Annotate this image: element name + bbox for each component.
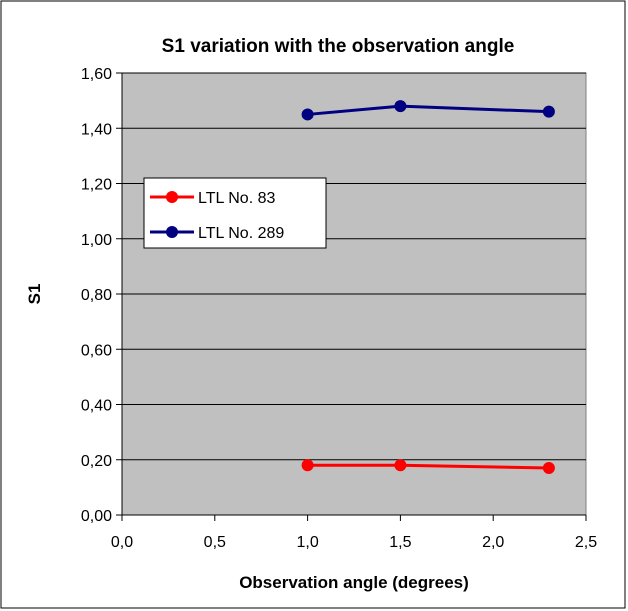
x-tick-label: 1,0 — [296, 534, 318, 551]
y-tick-label: 1,60 — [81, 66, 112, 83]
legend: LTL No. 83 LTL No. 289 — [143, 177, 327, 249]
y-tick-label: 0,80 — [81, 287, 112, 304]
x-tick-label: 0,0 — [111, 534, 133, 551]
data-point — [394, 459, 407, 472]
chart-title: S1 variation with the observation angle — [162, 36, 515, 57]
data-point — [301, 108, 314, 121]
y-tick-label: 1,00 — [81, 232, 112, 249]
legend-label: LTL No. 289 — [198, 225, 284, 242]
y-tick-labels: 0,00 0,20 0,40 0,60 0,80 1,00 1,20 1,40 1,60 — [81, 66, 112, 525]
x-tick-labels: 0,0 0,5 1,0 1,5 2,0 2,5 — [111, 534, 597, 551]
series-group — [301, 100, 555, 475]
x-tick-label: 1,5 — [389, 534, 411, 551]
axes — [116, 72, 587, 521]
y-tick-label: 1,20 — [81, 177, 112, 194]
x-axis-label: Observation angle (degrees) — [239, 573, 469, 592]
y-tick-label: 1,40 — [81, 121, 112, 138]
legend-marker — [166, 191, 178, 203]
y-tick-label: 0,40 — [81, 398, 112, 415]
data-point — [301, 459, 314, 472]
y-axis-label: S1 — [25, 284, 44, 305]
x-tick-label: 2,0 — [482, 534, 504, 551]
data-point — [542, 462, 555, 475]
data-point — [542, 105, 555, 118]
y-tick-label: 0,20 — [81, 453, 112, 470]
x-tick-label: 2,5 — [575, 534, 597, 551]
y-tick-label: 0,00 — [81, 508, 112, 525]
legend-label: LTL No. 83 — [198, 190, 275, 207]
y-tick-label: 0,60 — [81, 342, 112, 359]
data-point — [394, 100, 407, 113]
legend-marker — [166, 226, 178, 238]
x-tick-label: 0,5 — [204, 534, 226, 551]
